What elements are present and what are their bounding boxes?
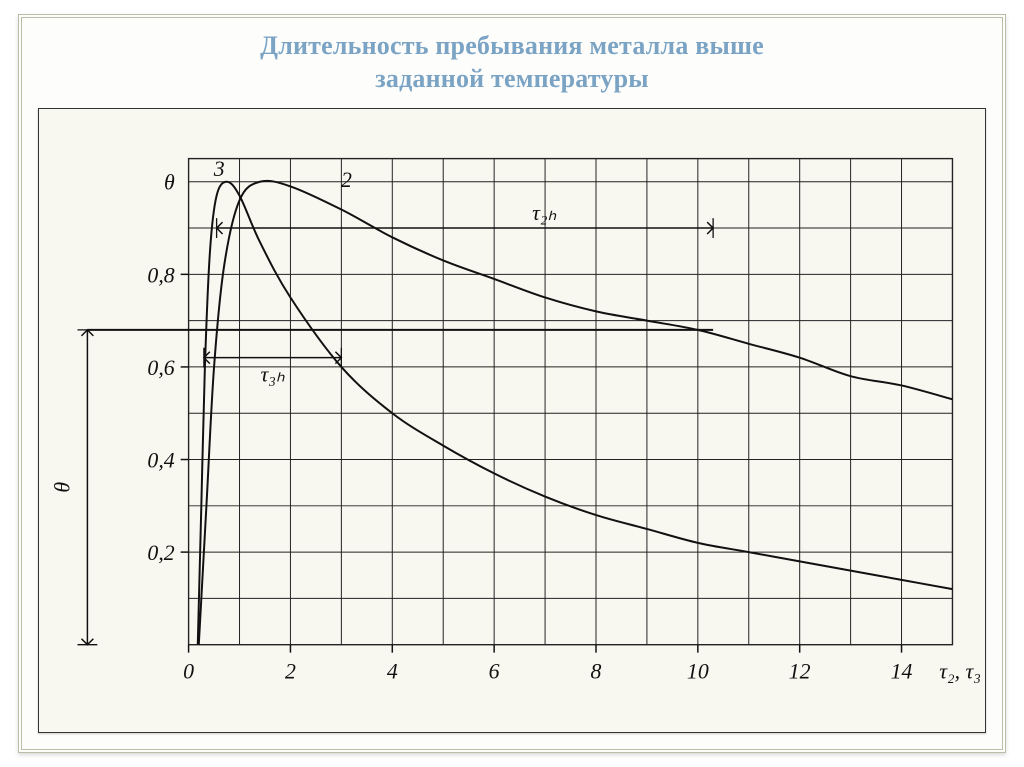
svg-text:τ₂, τ₃: τ₂, τ₃	[939, 659, 981, 683]
svg-text:3: 3	[213, 157, 225, 181]
slide-title: Длительность пребывания металла выше зад…	[22, 30, 1002, 95]
svg-text:τ₃ₕ: τ₃ₕ	[261, 362, 285, 386]
svg-text:0,4: 0,4	[147, 448, 174, 472]
svg-text:θ: θ	[51, 482, 75, 493]
title-line-1: Длительность пребывания металла выше	[260, 31, 764, 60]
slide-frame: Длительность пребывания металла выше зад…	[18, 14, 1006, 753]
svg-text:12: 12	[789, 659, 811, 683]
svg-text:0,8: 0,8	[147, 263, 174, 287]
svg-text:0,2: 0,2	[147, 541, 174, 565]
title-line-2: заданной температуры	[375, 64, 649, 93]
svg-text:2: 2	[341, 168, 352, 192]
svg-text:8: 8	[591, 659, 602, 683]
svg-text:6: 6	[489, 659, 500, 683]
svg-text:θ: θ	[164, 171, 175, 195]
chart-svg: 0 2 4 6 8 10 12 14 τ₂, τ₃ 0,2 0,4 0,6 0,8 θ θ τ₂ₕ τ₃ₕ 3 2	[39, 109, 985, 732]
svg-text:τ₂ₕ: τ₂ₕ	[532, 201, 556, 225]
svg-text:4: 4	[387, 659, 398, 683]
svg-text:10: 10	[687, 659, 709, 683]
chart-container: 0 2 4 6 8 10 12 14 τ₂, τ₃ 0,2 0,4 0,6 0,8 θ θ τ₂ₕ τ₃ₕ 3 2	[38, 108, 986, 733]
svg-text:14: 14	[891, 659, 913, 683]
svg-text:0: 0	[183, 659, 194, 683]
svg-text:0,6: 0,6	[147, 356, 174, 380]
svg-text:2: 2	[285, 659, 296, 683]
